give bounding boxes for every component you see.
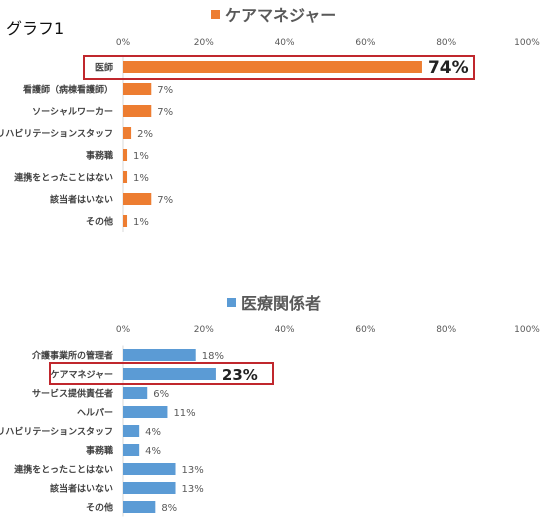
bar	[123, 61, 422, 73]
data-label: 4%	[145, 427, 161, 438]
legend-swatch	[211, 10, 220, 19]
highlight-box	[83, 55, 475, 80]
x-tick-label: 60%	[355, 325, 375, 335]
category-label: サービス提供責任者	[32, 388, 113, 400]
x-tick-label: 20%	[194, 325, 214, 335]
bar	[123, 215, 128, 227]
category-label: 事務職	[86, 150, 113, 162]
bar	[123, 387, 148, 399]
bar	[123, 171, 128, 183]
category-label: 介護事業所の管理者	[31, 350, 113, 362]
bar	[123, 368, 216, 380]
category-label: その他	[86, 216, 113, 228]
category-label: その他	[86, 502, 113, 514]
x-tick-label: 80%	[436, 325, 456, 335]
x-tick-label: 80%	[436, 38, 456, 48]
bar	[123, 482, 176, 494]
data-label: 1%	[133, 173, 149, 184]
x-tick-label: 60%	[355, 38, 375, 48]
category-label: リハビリテーションスタッフ	[0, 426, 113, 438]
data-label: 1%	[133, 151, 149, 162]
bar	[123, 149, 128, 161]
data-label: 11%	[173, 408, 195, 419]
data-label: 18%	[202, 351, 224, 362]
category-label: ケアマネジャー	[50, 370, 113, 381]
data-label: 2%	[137, 129, 153, 140]
x-tick-label: 20%	[194, 38, 214, 48]
data-label: 1%	[133, 217, 149, 228]
bar	[123, 463, 176, 475]
x-tick-label: 0%	[116, 325, 131, 335]
bar	[123, 83, 152, 95]
bar	[123, 406, 168, 418]
category-label: ソーシャルワーカー	[32, 107, 113, 118]
x-tick-label: 100%	[514, 38, 540, 48]
data-label: 8%	[161, 503, 177, 514]
category-label: 事務職	[86, 445, 113, 457]
category-label: ヘルパー	[77, 407, 113, 419]
category-label: 連携をとったことはない	[14, 464, 113, 476]
bar	[123, 501, 156, 513]
bar	[123, 425, 140, 437]
category-label: 該当者はいない	[50, 194, 113, 206]
highlight-box	[49, 362, 274, 385]
graph-label: グラフ1	[6, 19, 65, 38]
data-label: 13%	[182, 465, 204, 476]
data-label-highlight: 74%	[428, 58, 469, 78]
x-tick-label: 40%	[275, 325, 295, 335]
x-tick-label: 0%	[116, 38, 131, 48]
chart-title: ケアマネジャー	[225, 6, 336, 25]
data-label: 7%	[157, 85, 173, 96]
data-label-highlight: 23%	[222, 366, 258, 384]
x-tick-label: 40%	[275, 38, 295, 48]
bar	[123, 127, 132, 139]
category-label: 医師	[95, 62, 113, 74]
bar	[123, 444, 140, 456]
data-label: 6%	[153, 389, 169, 400]
category-label: リハビリテーションスタッフ	[0, 128, 113, 140]
bar	[123, 105, 152, 117]
category-label: 看護師（病棟看護師）	[23, 84, 113, 96]
category-label: 連携をとったことはない	[14, 172, 113, 184]
data-label: 7%	[157, 195, 173, 206]
x-tick-label: 100%	[514, 325, 540, 335]
data-label: 7%	[157, 107, 173, 118]
bar	[123, 193, 152, 205]
bar	[123, 349, 196, 361]
legend-swatch	[227, 298, 236, 307]
chart-title: 医療関係者	[241, 294, 321, 313]
category-label: 該当者はいない	[50, 483, 113, 495]
data-label: 13%	[182, 484, 204, 495]
data-label: 4%	[145, 446, 161, 457]
